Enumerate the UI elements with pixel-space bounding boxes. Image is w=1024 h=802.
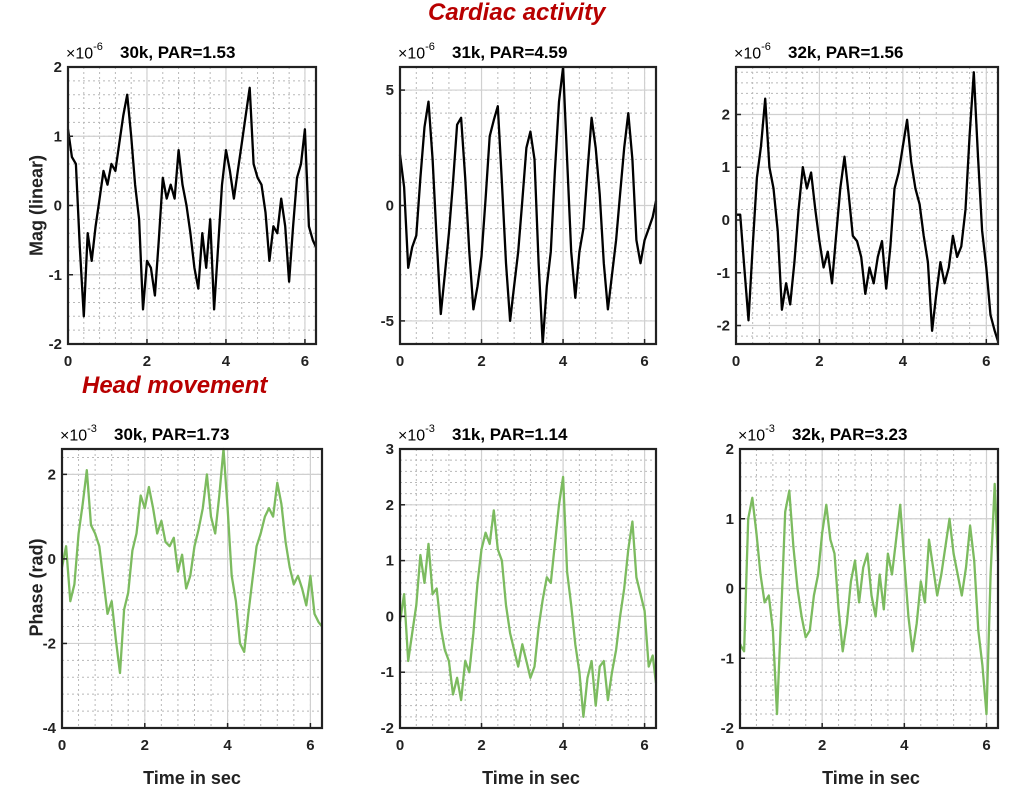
series-line — [736, 71, 1000, 342]
y-tick-label: 2 — [726, 441, 734, 458]
panel-6-exponent: ×10-3 — [738, 423, 775, 445]
panel-2-title: 31k, PAR=4.59 — [452, 43, 568, 62]
x-tick-label: 2 — [143, 353, 151, 370]
x-tick-label: 4 — [559, 353, 568, 370]
y-tick-label: 0 — [54, 198, 62, 215]
panel-5-title: 31k, PAR=1.14 — [452, 425, 568, 444]
xlabel-2: Time in sec — [482, 768, 580, 788]
x-tick-label: 0 — [64, 353, 72, 370]
panel-3-exponent: ×10-6 — [734, 41, 771, 63]
y-tick-label: 2 — [722, 106, 730, 123]
chart-panel-3: 0 2 4 6 -2 -1 0 1 2 — [717, 65, 1000, 370]
y-tick-label: 5 — [386, 82, 394, 99]
x-tick-label: 0 — [736, 737, 744, 754]
y-tick-label: 1 — [54, 128, 62, 145]
y-tick-label: -2 — [721, 720, 734, 737]
section-title-head: Head movement — [82, 372, 268, 399]
series-line — [66, 86, 318, 318]
y-tick-label: 0 — [48, 551, 56, 568]
xlabel-3: Time in sec — [822, 768, 920, 788]
x-tick-label: 6 — [301, 353, 309, 370]
chart-panel-5: 0 2 4 6 -2 -1 0 1 2 3 — [381, 441, 658, 754]
y-tick-label: -1 — [717, 265, 730, 282]
panel-2-exponent: ×10-6 — [398, 41, 435, 63]
y-tick-label: -5 — [381, 313, 394, 330]
y-tick-label: 1 — [722, 159, 730, 176]
y-tick-label: 0 — [386, 198, 394, 215]
x-tick-label: 2 — [818, 737, 826, 754]
series-line — [739, 482, 1000, 716]
x-tick-label: 0 — [732, 353, 740, 370]
x-tick-label: 4 — [559, 737, 568, 754]
y-tick-label: -4 — [43, 720, 57, 737]
ylabel-cardiac: Mag (linear) — [26, 155, 47, 257]
x-tick-label: 6 — [640, 737, 648, 754]
panel-5-exponent: ×10-3 — [398, 423, 435, 445]
section-title-cardiac: Cardiac activity — [428, 0, 606, 26]
chart-panel-2: 0 2 4 6 -5 0 5 — [381, 65, 658, 370]
x-tick-label: 0 — [58, 737, 66, 754]
series-line — [398, 475, 658, 718]
x-tick-label: 0 — [396, 737, 404, 754]
y-tick-label: 3 — [386, 441, 394, 458]
chart-panel-1: 0 2 4 6 -2 -1 0 1 2 — [49, 59, 318, 370]
x-tick-label: 6 — [982, 737, 990, 754]
y-tick-label: 0 — [726, 581, 734, 598]
x-tick-label: 2 — [815, 353, 823, 370]
y-tick-label: 1 — [386, 553, 394, 570]
x-tick-label: 2 — [477, 353, 485, 370]
y-tick-label: -2 — [49, 336, 62, 353]
x-tick-label: 6 — [640, 353, 648, 370]
y-tick-label: 0 — [722, 212, 730, 229]
series-line — [398, 65, 658, 346]
x-tick-label: 4 — [900, 737, 909, 754]
series-line — [60, 447, 323, 675]
y-tick-label: -2 — [381, 720, 394, 737]
panel-3-title: 32k, PAR=1.56 — [788, 43, 904, 62]
x-tick-label: 4 — [899, 353, 908, 370]
y-tick-label: -2 — [717, 318, 730, 335]
y-tick-label: 1 — [726, 511, 734, 528]
panel-4-title: 30k, PAR=1.73 — [114, 425, 230, 444]
chart-panel-4: 0 2 4 6 -4 -2 0 2 — [43, 447, 324, 754]
axes-box — [734, 65, 1000, 346]
y-tick-label: 2 — [48, 466, 56, 483]
y-tick-label: -1 — [49, 267, 62, 284]
panel-1-exponent: ×10-6 — [66, 41, 103, 63]
y-tick-label: -2 — [43, 635, 56, 652]
x-tick-label: 6 — [982, 353, 990, 370]
x-tick-label: 4 — [223, 737, 232, 754]
y-tick-label: 2 — [386, 497, 394, 514]
y-tick-label: 2 — [54, 59, 62, 76]
x-tick-label: 0 — [396, 353, 404, 370]
axes-box — [60, 447, 324, 730]
x-tick-label: 4 — [222, 353, 231, 370]
x-tick-label: 2 — [477, 737, 485, 754]
y-tick-label: -1 — [381, 664, 394, 681]
x-tick-label: 6 — [306, 737, 314, 754]
x-tick-label: 2 — [141, 737, 149, 754]
panel-4-exponent: ×10-3 — [60, 423, 97, 445]
chart-panel-6: 0 2 4 6 -2 -1 0 1 2 — [721, 441, 1000, 754]
y-tick-label: -1 — [721, 650, 734, 667]
xlabel-1: Time in sec — [143, 768, 241, 788]
panel-6-title: 32k, PAR=3.23 — [792, 425, 908, 444]
y-tick-label: 0 — [386, 608, 394, 625]
panel-1-title: 30k, PAR=1.53 — [120, 43, 236, 62]
axes-box — [398, 447, 658, 730]
